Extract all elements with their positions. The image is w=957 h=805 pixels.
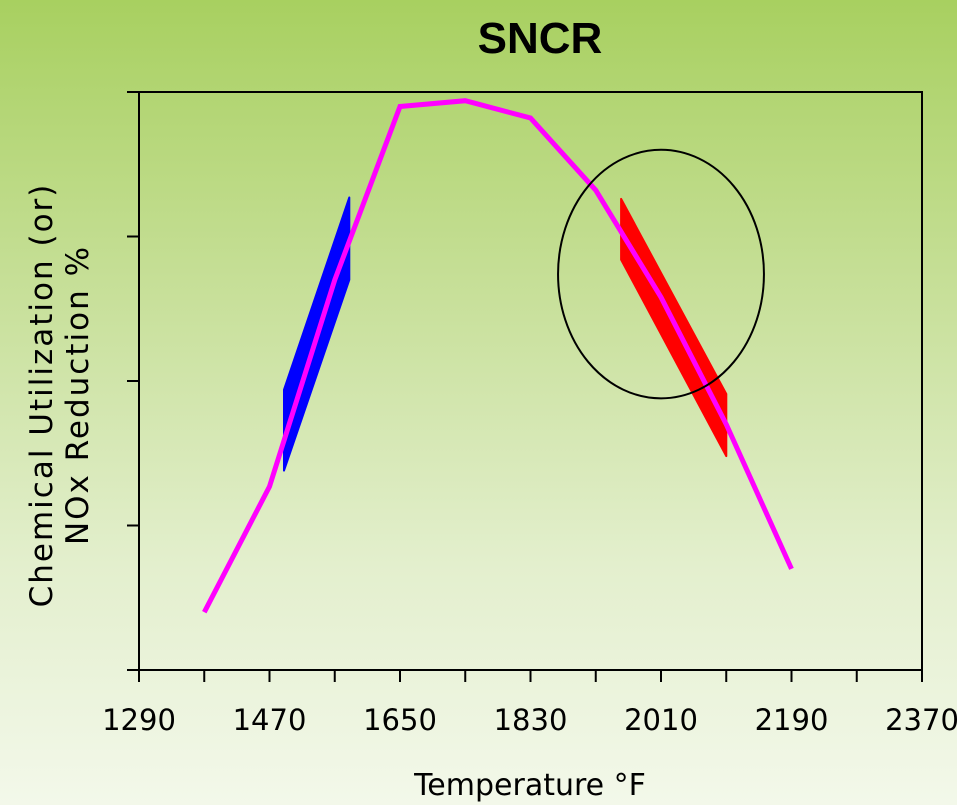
x-tick-label-2: 1650 <box>363 703 437 737</box>
x-axis-label: Temperature °F <box>413 768 646 803</box>
y-axis-label-line-2: NOx Reduction % <box>60 245 96 545</box>
x-tick-label-0: 1290 <box>102 703 176 737</box>
y-axis-label-line-1: Chemical Utilization (or) <box>24 183 60 608</box>
plot-area <box>127 91 923 682</box>
chart-title: SNCR <box>478 14 603 63</box>
x-tick-label-1: 1470 <box>233 703 307 737</box>
x-tick-label-4: 2010 <box>624 703 698 737</box>
x-tick-label-6: 2370 <box>885 703 957 737</box>
annotation-ellipse <box>557 148 765 400</box>
x-tick-label-3: 1830 <box>494 703 568 737</box>
x-tick-label-5: 2190 <box>755 703 829 737</box>
red-band <box>620 197 728 458</box>
plot-frame <box>138 91 923 671</box>
series-line-0 <box>202 98 794 614</box>
